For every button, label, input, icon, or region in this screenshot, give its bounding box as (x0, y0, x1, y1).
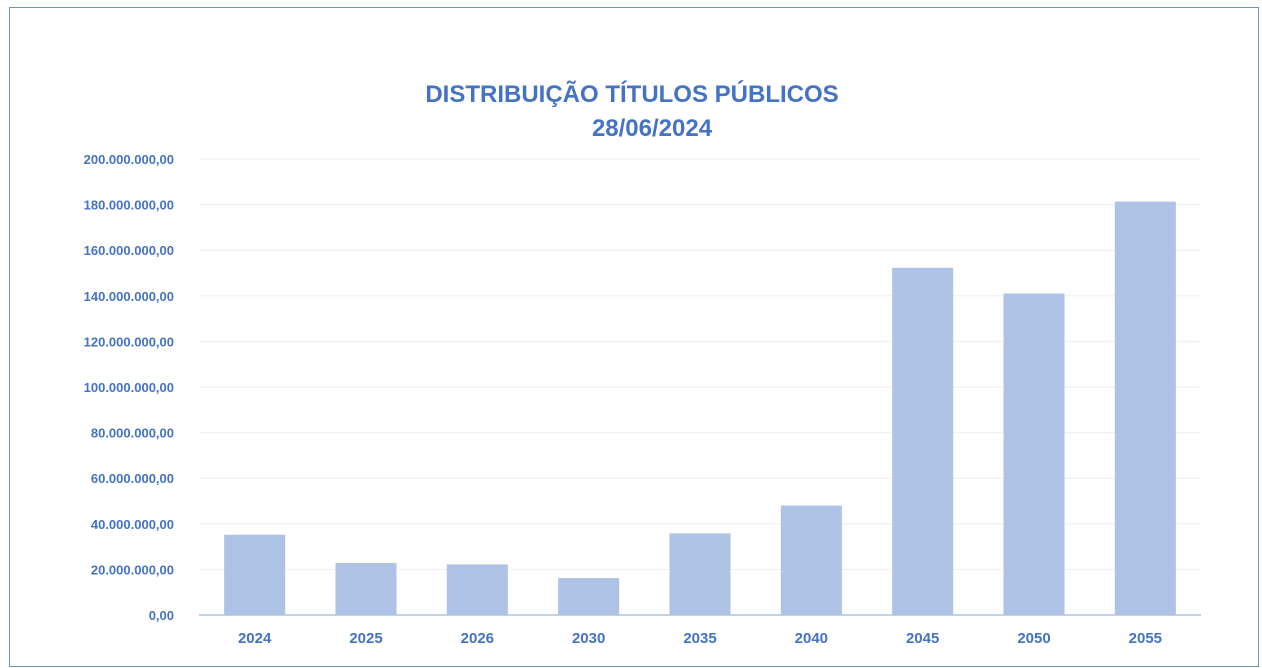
bar-2035 (669, 533, 731, 615)
bars (224, 201, 1176, 616)
y-tick-label: 20.000.000,00 (91, 562, 174, 577)
y-tick-label: 80.000.000,00 (91, 426, 174, 441)
x-tick-label: 2024 (238, 630, 272, 647)
x-tick-label: 2045 (906, 630, 939, 647)
y-tick-label: 60.000.000,00 (91, 471, 174, 486)
x-tick-label: 2035 (683, 630, 716, 647)
chart-frame: DISTRIBUIÇÃO TÍTULOS PÚBLICOS 28/06/2024… (9, 7, 1259, 667)
bar-2040 (780, 505, 842, 615)
x-tick-label: 2030 (572, 630, 605, 647)
y-axis-ticks: 0,00 20.000.000,00 40.000.000,00 60.000.000… (84, 152, 174, 623)
chart-title: DISTRIBUIÇÃO TÍTULOS PÚBLICOS (425, 80, 838, 108)
bar-2026 (446, 564, 508, 615)
chart-subtitle: 28/06/2024 (592, 115, 713, 142)
bar-2050 (1003, 293, 1065, 615)
x-axis-ticks: 2024 2025 2026 2030 2035 2040 2045 2050 2055 (238, 630, 1162, 647)
bar-2024 (224, 534, 286, 615)
x-tick-label: 2040 (795, 630, 828, 647)
y-tick-label: 0,00 (149, 608, 174, 623)
y-tick-label: 180.000.000,00 (84, 198, 174, 213)
bar-2045 (892, 267, 954, 615)
y-tick-label: 100.000.000,00 (84, 380, 174, 395)
bar-2030 (558, 578, 620, 615)
bar-2055 (1114, 201, 1176, 616)
x-tick-label: 2026 (461, 630, 494, 647)
y-tick-label: 120.000.000,00 (84, 334, 174, 349)
bar-2025 (335, 563, 397, 615)
x-tick-label: 2025 (349, 630, 382, 647)
y-tick-label: 200.000.000,00 (84, 152, 174, 167)
x-tick-label: 2050 (1017, 630, 1050, 647)
gridlines (199, 158, 1201, 570)
x-tick-label: 2055 (1129, 630, 1162, 647)
bar-chart: DISTRIBUIÇÃO TÍTULOS PÚBLICOS 28/06/2024… (84, 80, 1201, 647)
y-tick-label: 140.000.000,00 (84, 289, 174, 304)
y-tick-label: 40.000.000,00 (91, 517, 174, 532)
y-tick-label: 160.000.000,00 (84, 243, 174, 258)
